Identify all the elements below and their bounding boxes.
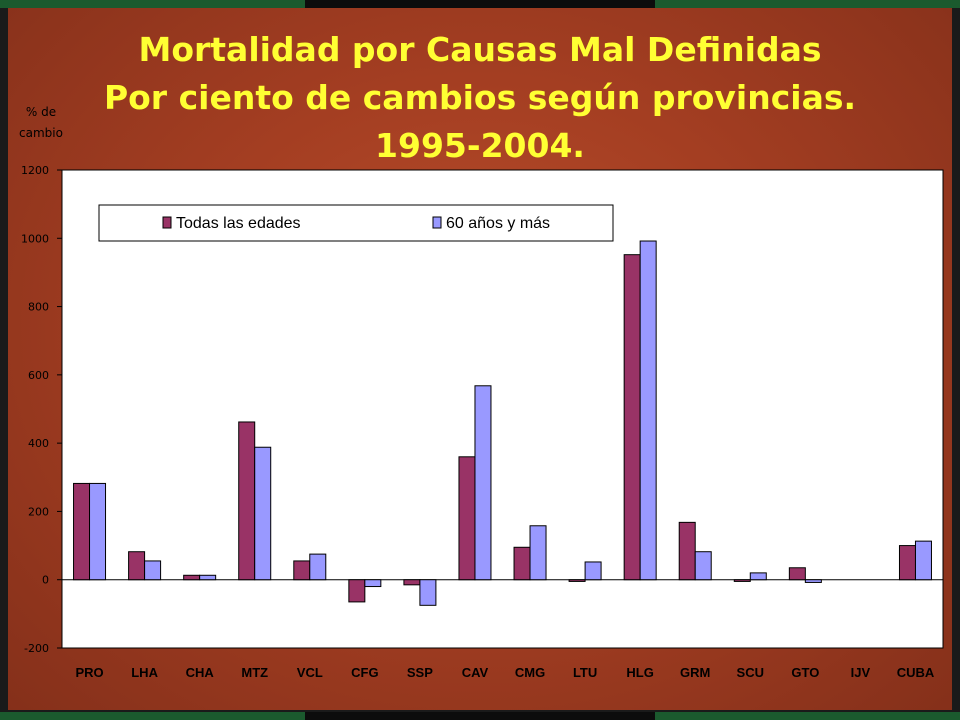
x-tick-label-cha: CHA (186, 665, 215, 680)
x-tick-label-ssp: SSP (407, 665, 433, 680)
bar-60mas-scu (749, 572, 767, 581)
y-tick-label: 200 (28, 505, 49, 518)
x-tick-label-scu: SCU (737, 665, 764, 680)
bar-60mas-cav (474, 385, 492, 581)
bar-todas-cav (458, 456, 476, 581)
bar-todas-vcl (293, 560, 311, 581)
x-tick-label-pro: PRO (75, 665, 103, 680)
bar-60mas-lha (144, 560, 162, 581)
title-line-3: 1995-2004. (375, 126, 585, 165)
bar-todas-cuba (898, 545, 916, 581)
y-tick-label: 1000 (21, 232, 49, 245)
legend-swatch-1 (162, 216, 172, 229)
bar-60mas-cuba (914, 540, 932, 581)
bar-60mas-hlg (639, 240, 657, 581)
y-tick-label: -200 (24, 642, 49, 655)
bar-60mas-cmg (529, 525, 547, 581)
bar-60mas-grm (694, 551, 712, 581)
y-tick-label: 1200 (21, 164, 49, 177)
legend-box (98, 204, 614, 242)
bottom-border (0, 712, 960, 720)
bar-todas-grm (678, 521, 696, 581)
x-tick-label-lha: LHA (131, 665, 158, 680)
x-tick-label-gto: GTO (791, 665, 819, 680)
y-tick-label: 400 (28, 437, 49, 450)
title-line-2: Por ciento de cambios según provincias. (103, 78, 857, 117)
x-tick-label-ijv: IJV (851, 665, 871, 680)
bar-todas-lha (128, 551, 146, 581)
bar-todas-ltu (568, 579, 586, 582)
x-tick-label-hlg: HLG (626, 665, 653, 680)
y-axis-label: % de cambio (12, 102, 70, 144)
bar-60mas-gto (804, 579, 822, 583)
chart-title: Mortalidad por Causas Mal Definidas Por … (0, 26, 960, 170)
bar-60mas-pro (89, 482, 107, 581)
bar-todas-gto (788, 567, 806, 581)
x-tick-label-grm: GRM (680, 665, 710, 680)
y-tick-label: 600 (28, 369, 49, 382)
top-border (0, 0, 960, 8)
bar-todas-mtz (238, 421, 256, 581)
bar-60mas-mtz (254, 446, 272, 581)
y-tick-label: 800 (28, 301, 49, 314)
y-tick-label: 0 (42, 574, 49, 587)
bar-todas-hlg (623, 254, 641, 581)
x-tick-label-cfg: CFG (351, 665, 378, 680)
bar-60mas-cha (199, 574, 217, 581)
bar-todas-scu (733, 579, 751, 582)
bar-todas-pro (73, 482, 91, 581)
x-tick-label-mtz: MTZ (241, 665, 268, 680)
x-tick-label-cmg: CMG (515, 665, 545, 680)
y-axis-label-line-2: cambio (19, 126, 63, 140)
legend-label-1: Todas las edades (176, 215, 301, 232)
bar-todas-cmg (513, 546, 531, 581)
legend-swatch-2 (432, 216, 442, 229)
x-tick-label-vcl: VCL (297, 665, 323, 680)
legend-label-2: 60 años y más (446, 215, 550, 232)
x-tick-label-cav: CAV (462, 665, 489, 680)
x-tick-label-ltu: LTU (573, 665, 597, 680)
bar-60mas-ssp (419, 579, 437, 606)
bar-60mas-cfg (364, 579, 382, 588)
bar-todas-cha (183, 574, 201, 581)
bar-60mas-ltu (584, 561, 602, 581)
bar-todas-cfg (348, 579, 366, 603)
bar-60mas-vcl (309, 553, 327, 581)
x-tick-label-cuba: CUBA (897, 665, 935, 680)
title-line-1: Mortalidad por Causas Mal Definidas (138, 30, 822, 69)
bar-todas-ssp (403, 579, 421, 586)
y-axis-label-line-1: % de (25, 105, 57, 119)
